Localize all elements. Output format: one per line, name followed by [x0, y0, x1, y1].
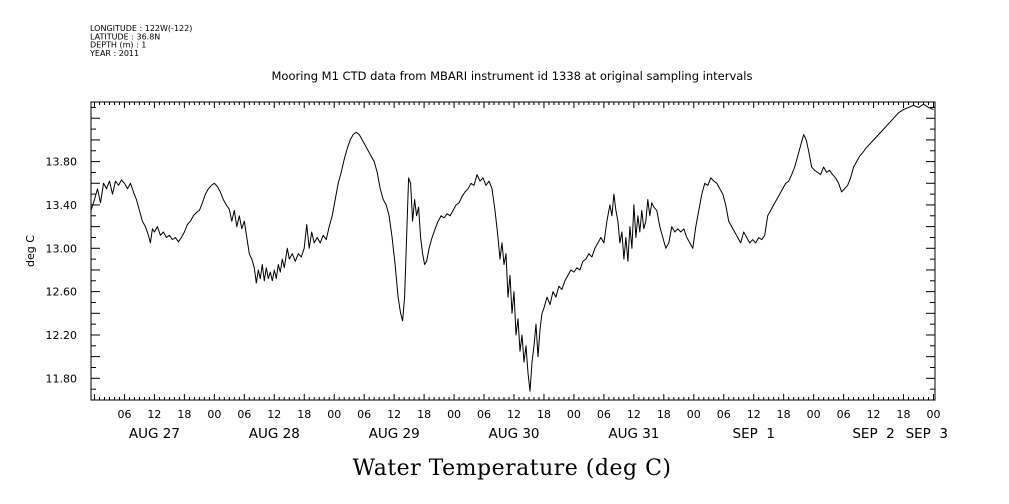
x-tick-label: 00: [327, 408, 341, 421]
x-tick-label: 06: [357, 408, 371, 421]
x-tick-label: 06: [237, 408, 251, 421]
x-tick-label: 18: [417, 408, 431, 421]
x-tick-label: 12: [507, 408, 521, 421]
day-label: AUG 27: [129, 426, 180, 442]
series-group: [90, 103, 934, 392]
x-tick-label: 18: [177, 408, 191, 421]
x-tick-label: 18: [537, 408, 551, 421]
metadata-line: DEPTH (m) : 1: [90, 41, 146, 50]
x-tick-label: 18: [897, 408, 911, 421]
x-tick-label: 00: [687, 408, 701, 421]
x-tick-label: 18: [297, 408, 311, 421]
x-tick-label: 06: [597, 408, 611, 421]
x-tick-label: 00: [207, 408, 221, 421]
day-label: SEP 3: [906, 426, 948, 442]
chart-title: Mooring M1 CTD data from MBARI instrumen…: [272, 69, 753, 83]
metadata-line: LONGITUDE : 122W(-122): [90, 24, 192, 33]
y-tick-label: 13.80: [46, 156, 78, 169]
metadata-line: YEAR : 2011: [89, 49, 139, 58]
metadata-block: LONGITUDE : 122W(-122)LATITUDE : 36.8NDE…: [89, 24, 192, 58]
metadata-line: LATITUDE : 36.8N: [90, 32, 160, 41]
x-tick-label: 12: [147, 408, 161, 421]
x-tick-label: 06: [477, 408, 491, 421]
x-tick-label: 00: [567, 408, 581, 421]
y-tick-label: 13.00: [46, 242, 78, 255]
y-tick-label: 11.80: [46, 372, 78, 385]
day-label: SEP 2: [852, 426, 894, 442]
x-tick-label: 00: [927, 408, 941, 421]
day-label: AUG 29: [369, 426, 420, 442]
day-label: SEP 1: [733, 426, 775, 442]
x-tick-label: 12: [267, 408, 281, 421]
x-tick-label: 00: [807, 408, 821, 421]
x-day-labels: AUG 27 AUG 28 AUG 29 AUG 30 AUG 31 SEP 1 SEP 2…: [129, 426, 948, 442]
series-line-0: [90, 103, 934, 392]
x-tick-label: 12: [387, 408, 401, 421]
y-tick-label: 13.40: [46, 199, 78, 212]
x-tick-label: 12: [867, 408, 881, 421]
x-tick-label: 06: [117, 408, 131, 421]
axis-ticks: [91, 102, 935, 401]
day-label: AUG 30: [488, 426, 539, 442]
x-axis-label: Water Temperature (deg C): [353, 456, 672, 481]
day-label: AUG 28: [249, 426, 300, 442]
y-tick-label: 12.60: [46, 286, 78, 299]
y-tick-label: 12.20: [46, 329, 78, 342]
y-axis-label: deg C: [24, 235, 37, 267]
x-tick-label: 06: [837, 408, 851, 421]
x-tick-label: 18: [657, 408, 671, 421]
x-tick-label: 12: [627, 408, 641, 421]
x-tick-label: 06: [717, 408, 731, 421]
day-label: AUG 31: [608, 426, 659, 442]
x-tick-label: 18: [777, 408, 791, 421]
x-tick-labels: 06 12 18 00 06 12 18 00 06 12 18 00 06 12 18 00 06 12 18 00…: [117, 408, 940, 421]
x-tick-label: 00: [447, 408, 461, 421]
x-tick-label: 12: [747, 408, 761, 421]
plot-frame: [90, 101, 936, 401]
y-tick-labels: 11.80 12.20 12.60 13.00 13.40 13.80: [46, 156, 78, 386]
